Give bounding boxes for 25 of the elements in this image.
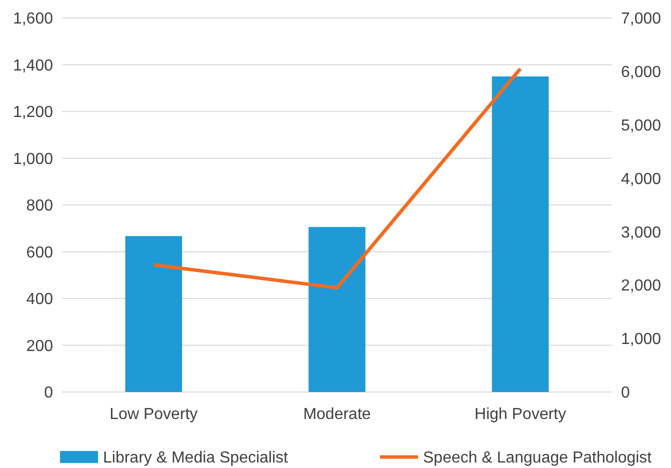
x-tick-label: Moderate xyxy=(303,406,371,423)
bar xyxy=(492,76,549,392)
bar xyxy=(308,226,366,392)
y-tick-label: 400 xyxy=(26,291,54,308)
y2-tick-label: 4,000 xyxy=(621,170,662,188)
y-tick-label: 1,200 xyxy=(12,104,54,122)
y2-tick-label: 0 xyxy=(621,384,630,402)
x-tick-label: High Poverty xyxy=(474,406,566,423)
y2-tick-label: 1,000 xyxy=(621,331,662,348)
bar xyxy=(125,236,182,392)
y2-tick-label: 3,000 xyxy=(621,224,662,242)
y2-tick-label: 2,000 xyxy=(621,278,662,295)
y-tick-label: 800 xyxy=(26,198,54,215)
y-tick-label: 1,400 xyxy=(12,57,54,74)
y2-tick-label: 7,000 xyxy=(621,10,662,28)
x-tick-label: Low Poverty xyxy=(110,406,198,423)
legend-label: Speech & Language Pathologist xyxy=(423,450,652,467)
y-tick-label: 1,000 xyxy=(12,150,54,168)
y2-tick-label: 6,000 xyxy=(621,64,662,82)
y-tick-label: 200 xyxy=(26,338,54,355)
y-tick-label: 600 xyxy=(26,244,54,262)
y2-tick-label: 5,000 xyxy=(621,117,662,134)
legend-label: Library & Media Specialist xyxy=(103,450,289,467)
y-tick-label: 0 xyxy=(44,384,54,402)
y-tick-label: 1,600 xyxy=(12,10,54,28)
